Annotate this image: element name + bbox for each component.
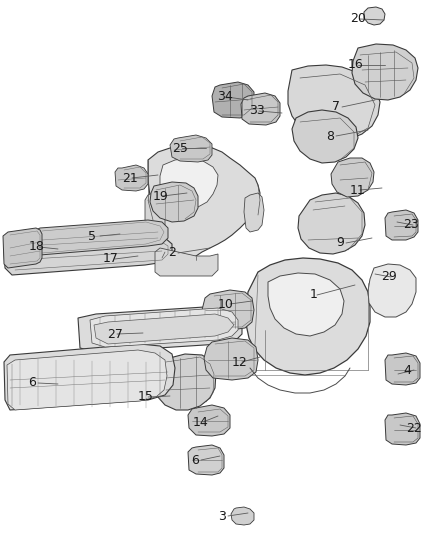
Text: 3: 3	[218, 510, 226, 522]
Text: 23: 23	[403, 219, 419, 231]
Text: 21: 21	[122, 172, 138, 184]
Polygon shape	[145, 192, 165, 238]
Polygon shape	[368, 264, 416, 317]
Polygon shape	[202, 290, 254, 330]
Text: 5: 5	[88, 230, 96, 243]
Polygon shape	[4, 344, 175, 410]
Polygon shape	[212, 82, 254, 118]
Polygon shape	[241, 93, 280, 125]
Polygon shape	[385, 353, 420, 385]
Polygon shape	[148, 144, 260, 260]
Polygon shape	[298, 193, 365, 254]
Polygon shape	[160, 158, 218, 209]
Text: 4: 4	[403, 364, 411, 376]
Text: 1: 1	[310, 288, 318, 302]
Text: 18: 18	[29, 240, 45, 254]
Text: 16: 16	[348, 59, 364, 71]
Polygon shape	[292, 110, 358, 163]
Polygon shape	[3, 228, 42, 268]
Polygon shape	[78, 306, 242, 352]
Polygon shape	[385, 413, 420, 445]
Text: 8: 8	[326, 130, 334, 142]
Polygon shape	[4, 236, 172, 275]
Polygon shape	[288, 65, 380, 141]
Polygon shape	[331, 158, 374, 197]
Text: 10: 10	[218, 297, 234, 311]
Text: 14: 14	[193, 416, 209, 429]
Polygon shape	[352, 44, 418, 100]
Polygon shape	[204, 338, 258, 380]
Text: 15: 15	[138, 391, 154, 403]
Text: 6: 6	[191, 454, 199, 466]
Polygon shape	[150, 182, 198, 222]
Polygon shape	[246, 258, 370, 375]
Polygon shape	[188, 445, 224, 475]
Text: 17: 17	[103, 253, 119, 265]
Polygon shape	[188, 405, 230, 436]
Text: 34: 34	[217, 91, 233, 103]
Polygon shape	[231, 507, 254, 525]
Polygon shape	[28, 220, 168, 255]
Polygon shape	[170, 135, 212, 162]
Text: 33: 33	[249, 104, 265, 117]
Polygon shape	[7, 350, 167, 410]
Text: 7: 7	[332, 101, 340, 114]
Text: 25: 25	[172, 141, 188, 155]
Polygon shape	[155, 248, 218, 276]
Text: 22: 22	[406, 422, 422, 434]
Text: 2: 2	[168, 246, 176, 260]
Text: 27: 27	[107, 327, 123, 341]
Text: 11: 11	[350, 183, 366, 197]
Polygon shape	[154, 354, 216, 410]
Text: 29: 29	[381, 271, 397, 284]
Text: 19: 19	[153, 190, 169, 203]
Text: 9: 9	[336, 237, 344, 249]
Text: 6: 6	[28, 376, 36, 390]
Polygon shape	[244, 193, 264, 232]
Polygon shape	[364, 7, 385, 25]
Text: 20: 20	[350, 12, 366, 26]
Polygon shape	[90, 308, 238, 347]
Polygon shape	[385, 210, 418, 240]
Polygon shape	[115, 165, 148, 191]
Polygon shape	[268, 273, 344, 336]
Polygon shape	[94, 314, 234, 344]
Text: 12: 12	[232, 356, 248, 368]
